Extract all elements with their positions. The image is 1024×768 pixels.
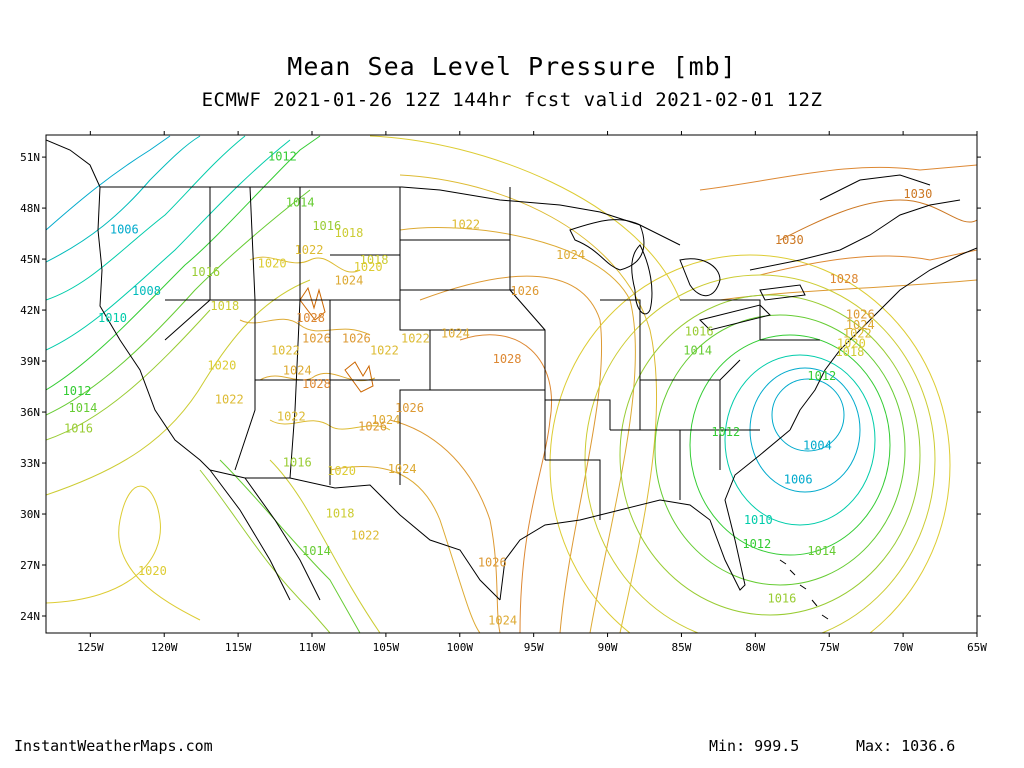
lat-label: 42N [20, 304, 40, 317]
contour-label: 1028 [296, 311, 325, 325]
contour-label: 1018 [334, 226, 363, 240]
contour-label: 1012 [742, 537, 771, 551]
lon-label: 65W [967, 641, 987, 654]
contour-label: 1012 [63, 384, 92, 398]
contour-label: 1022 [370, 343, 399, 357]
contour-label: 1026 [395, 401, 424, 415]
contour-label: 1014 [286, 195, 315, 209]
contour-label: 1022 [843, 326, 872, 340]
contour-label: 1024 [488, 614, 517, 628]
contour-label: 1016 [64, 421, 93, 435]
lon-label: 100W [447, 641, 474, 654]
contour-label: 1018 [835, 345, 864, 359]
geography-layer [46, 139, 977, 620]
contour-label: 1020 [138, 564, 167, 578]
lon-label: 110W [299, 641, 326, 654]
contour-label: 1012 [711, 425, 740, 439]
axis-ticks [42, 131, 981, 637]
contour-label: 1018 [210, 299, 239, 313]
contour-label: 1022 [451, 217, 480, 231]
contour-label: 1030 [903, 187, 932, 201]
longitude-labels: 125W 120W 115W 110W 105W 100W 95W 90W 85W 80W 75W 7… [77, 641, 987, 654]
contour-label: 1030 [775, 233, 804, 247]
contour-label: 1024 [334, 274, 363, 288]
lat-label: 27N [20, 559, 40, 572]
contour-label: 1024 [388, 462, 417, 476]
lon-label: 85W [672, 641, 692, 654]
contour-label: 1006 [110, 223, 139, 237]
min-value: Min: 999.5 [709, 737, 800, 755]
contour-label: 1022 [351, 529, 380, 543]
contour-label: 1016 [767, 591, 796, 605]
contour-label: 1014 [683, 343, 712, 357]
contour-label: 1026 [846, 308, 875, 322]
lon-label: 70W [893, 641, 913, 654]
contour-label: 1006 [784, 472, 813, 486]
lon-label: 95W [524, 641, 544, 654]
lon-label: 105W [373, 641, 400, 654]
contour-label: 1022 [401, 331, 430, 345]
latitude-labels: 51N 48N 45N 42N 39N 36N 33N 30N 27N 24N [20, 151, 40, 623]
contour-label: 1022 [277, 410, 306, 424]
map-title: Mean Sea Level Pressure [mb] [287, 52, 737, 81]
lat-label: 51N [20, 151, 40, 164]
lat-label: 48N [20, 202, 40, 215]
lon-label: 120W [151, 641, 178, 654]
contour-label: 1012 [268, 149, 297, 163]
contour-label: 1020 [207, 359, 236, 373]
contour-label: 1022 [215, 393, 244, 407]
contour-label: 1028 [830, 272, 859, 286]
contour-label: 1016 [191, 265, 220, 279]
contour-label: 1024 [556, 248, 585, 262]
contour-label: 1024 [846, 318, 875, 332]
contour-label: 1014 [68, 401, 97, 415]
contour-label: 1020 [354, 260, 383, 274]
lon-label: 115W [225, 641, 252, 654]
contour-label: 1024 [371, 413, 400, 427]
contour-label: 1028 [493, 352, 522, 366]
lat-label: 39N [20, 355, 40, 368]
contour-label: 1010 [98, 311, 127, 325]
contour-label: 1024 [283, 364, 312, 378]
contour-label: 1012 [807, 369, 836, 383]
lon-label: 125W [77, 641, 104, 654]
plot-frame [45, 134, 978, 634]
lat-label: 24N [20, 610, 40, 623]
contour-label: 1014 [807, 544, 836, 558]
max-value: Max: 1036.6 [856, 737, 956, 755]
map-subtitle: ECMWF 2021-01-26 12Z 144hr fcst valid 20… [201, 89, 823, 111]
contour-label: 1018 [360, 253, 389, 267]
contour-label: 1020 [327, 464, 356, 478]
lon-label: 90W [598, 641, 618, 654]
lat-label: 36N [20, 406, 40, 419]
contour-label: 1014 [302, 544, 331, 558]
site-credit: InstantWeatherMaps.com [14, 737, 213, 755]
lat-label: 33N [20, 457, 40, 470]
lon-label: 80W [745, 641, 765, 654]
contour-label: 1016 [685, 325, 714, 339]
isobar-layer [46, 135, 977, 633]
contour-label: 1026 [358, 420, 387, 434]
contour-label: 1026 [302, 331, 331, 345]
contour-label: 1022 [271, 343, 300, 357]
lon-label: 75W [819, 641, 839, 654]
contour-label: 1026 [342, 331, 371, 345]
contour-label: 1016 [312, 219, 341, 233]
lat-label: 45N [20, 253, 40, 266]
contour-label: 1026 [510, 284, 539, 298]
contour-label: 1010 [744, 513, 773, 527]
contour-label: 1018 [326, 506, 355, 520]
contour-label: 1020 [258, 257, 287, 271]
contour-label: 1026 [478, 556, 507, 570]
contour-label: 1008 [132, 284, 161, 298]
contour-label: 1028 [302, 377, 331, 391]
contour-label: 1022 [295, 243, 324, 257]
contour-label: 1016 [283, 455, 312, 469]
contour-label: 1020 [837, 336, 866, 350]
contour-label: 1024 [441, 326, 470, 340]
lat-label: 30N [20, 508, 40, 521]
contour-label: 1004 [803, 438, 832, 452]
